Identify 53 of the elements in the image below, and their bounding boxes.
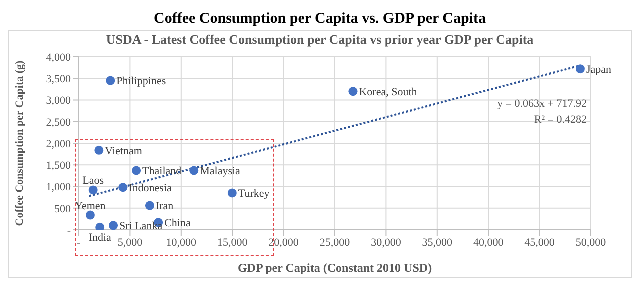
chart-subtitle: USDA - Latest Coffee Consumption per Capita vs prior year GDP per Capita <box>105 31 535 49</box>
x-axis-title: GDP per Capita (Constant 2010 USD) <box>238 261 432 275</box>
x-tick-label: 20,000 <box>268 236 300 249</box>
annotation: Turkey <box>238 188 270 200</box>
y-tick-label: - <box>67 224 72 237</box>
x-tick-label: - <box>77 236 82 249</box>
y-tick-label: 3,500 <box>46 74 72 86</box>
annotation: R² = 0.4282 <box>533 113 588 127</box>
point <box>190 166 199 176</box>
x-tick-label: 25,000 <box>320 236 351 249</box>
x-tick-label: 10,000 <box>166 236 198 249</box>
point <box>228 188 237 198</box>
annotation: Yemen <box>75 200 106 212</box>
y-tick-label: 4,000 <box>46 52 72 64</box>
point <box>88 186 98 195</box>
annotation: y = 0.063x + 717.92 <box>496 97 588 111</box>
y-tick-label: 2,500 <box>46 116 72 129</box>
point <box>96 222 105 230</box>
y-tick-label: 3,000 <box>46 95 72 108</box>
annotation: Philippines <box>116 76 166 88</box>
x-tick-label: 30,000 <box>371 236 402 249</box>
y-tick-label: 1,500 <box>46 160 72 172</box>
x-tick-label: 5,000 <box>118 236 144 249</box>
point <box>576 64 585 74</box>
point <box>109 221 118 230</box>
x-tick-label: 35,000 <box>422 236 454 249</box>
point <box>348 87 358 96</box>
y-tick-label: 2,000 <box>46 138 72 150</box>
annotation: Sri Lanka <box>120 220 163 233</box>
x-tick-label: 40,000 <box>473 236 504 249</box>
annotation: Vietnam <box>105 145 143 158</box>
y-tick-label: 500 <box>54 203 72 216</box>
annotation: Thailand <box>142 166 182 178</box>
annotation: China <box>164 218 191 230</box>
y-tick-label: 1,000 <box>46 182 72 194</box>
point <box>145 201 154 210</box>
x-tick-label: 50,000 <box>576 236 607 249</box>
annotation: Iran <box>156 200 174 213</box>
x-tick-label: 45,000 <box>524 236 556 249</box>
point <box>86 210 95 220</box>
point <box>118 183 128 192</box>
y-axis-title: Coffee Consumption per Capita (g) <box>14 60 26 226</box>
annotation: Laos <box>82 175 104 188</box>
chart-title: Coffee Consumption per Capita vs. GDP per Capita <box>153 10 487 29</box>
annotation: Malaysia <box>200 166 241 178</box>
point <box>106 76 116 86</box>
x-tick-label: 15,000 <box>217 236 248 249</box>
point <box>132 166 142 176</box>
point <box>94 146 104 155</box>
annotation: India <box>88 232 112 244</box>
annotation: Korea, South <box>359 86 418 99</box>
annotation: Indonesia <box>129 182 172 195</box>
annotation: Japan <box>586 64 612 76</box>
